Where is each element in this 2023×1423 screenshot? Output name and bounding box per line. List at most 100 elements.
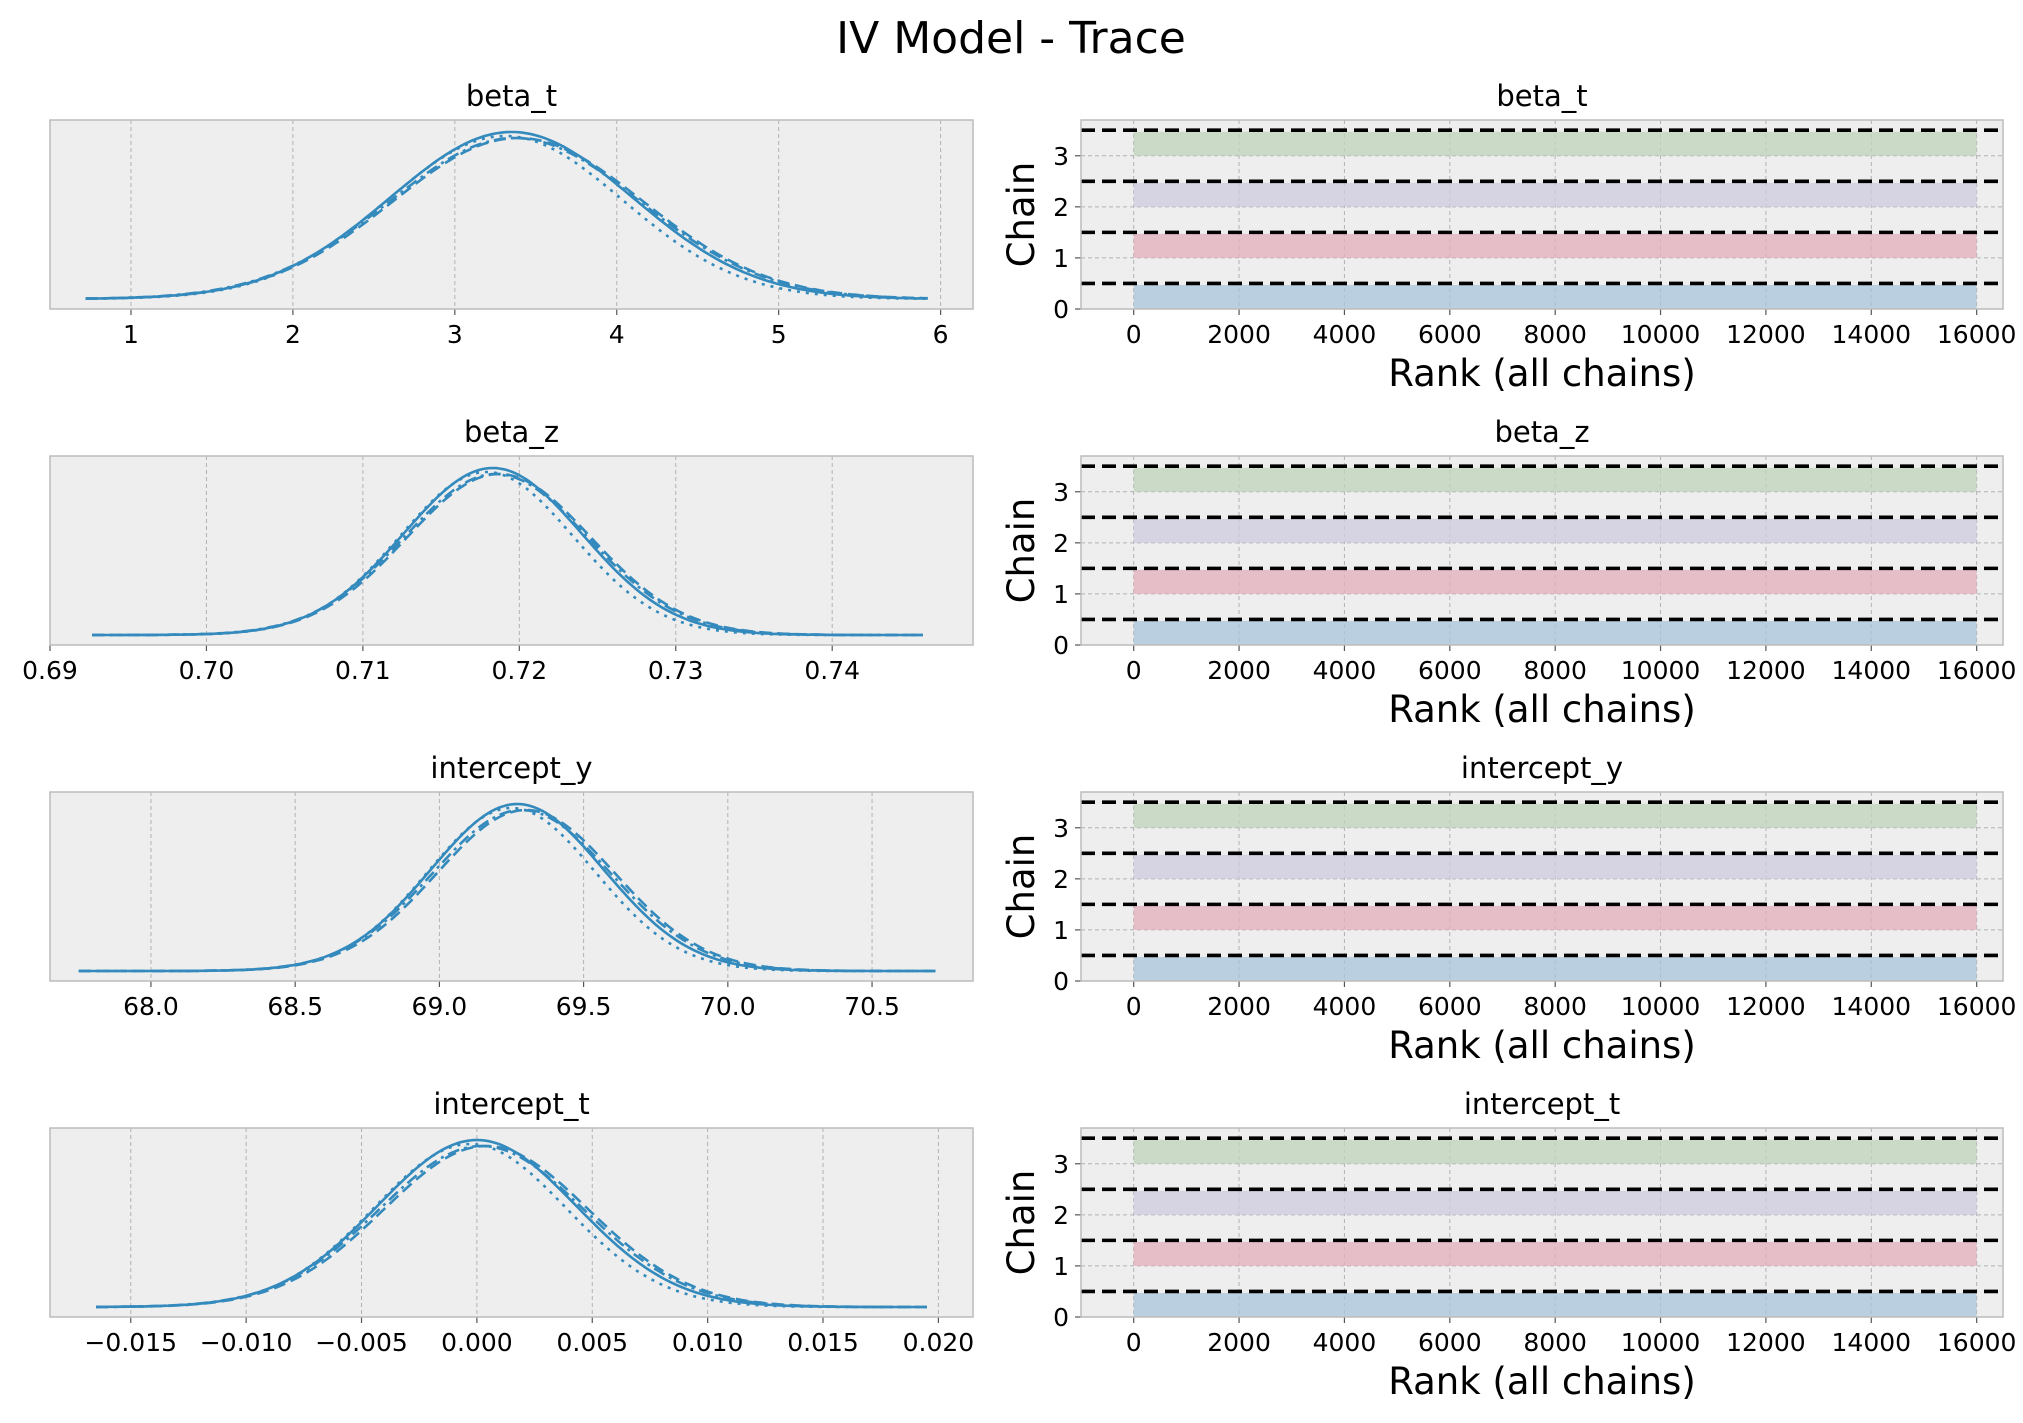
rank-panel-title: intercept_y bbox=[1461, 751, 1623, 785]
kde-xtick-label: 0.015 bbox=[787, 1328, 859, 1357]
rank-ytick-label: 3 bbox=[1053, 1150, 1069, 1179]
rank-xtick-label: 14000 bbox=[1832, 992, 1912, 1021]
rank-axes-frame bbox=[1080, 1127, 2004, 1318]
rank-xtick-label: 2000 bbox=[1207, 1328, 1271, 1357]
kde-axes-background bbox=[50, 120, 973, 309]
kde-axes-frame bbox=[49, 119, 974, 310]
rank-bar-chain bbox=[1133, 518, 1977, 543]
kde-axes-background bbox=[50, 792, 973, 981]
rank-yaxis-label: Chain bbox=[1000, 162, 1043, 268]
rank-xtick-label: 2000 bbox=[1207, 320, 1271, 349]
kde-panel: 0.69 0.70 0.71 0.72 0.73 0.74 beta_z bbox=[22, 415, 974, 685]
rank-ytick-label: 2 bbox=[1053, 193, 1069, 222]
kde-xtick-label: 0.010 bbox=[672, 1328, 744, 1357]
rank-xtick-label: 12000 bbox=[1726, 992, 1806, 1021]
kde-xtick-label: 0.69 bbox=[22, 656, 78, 685]
kde-xtick-label: 0.000 bbox=[441, 1328, 513, 1357]
rank-xtick-label: 6000 bbox=[1418, 320, 1482, 349]
rank-xtick-label: 6000 bbox=[1418, 992, 1482, 1021]
rank-xtick-label: 16000 bbox=[1937, 992, 2017, 1021]
kde-panel-title: beta_t bbox=[466, 79, 557, 113]
rank-panel: 0 2000 4000 6000 8000 10000 12000 14000 16000 0 1 2… bbox=[1000, 1087, 2016, 1403]
rank-xaxis-label: Rank (all chains) bbox=[1388, 1360, 1696, 1403]
rank-xtick-label: 16000 bbox=[1937, 1328, 2017, 1357]
rank-xtick-label: 16000 bbox=[1937, 656, 2017, 685]
rank-xtick-label: 12000 bbox=[1726, 1328, 1806, 1357]
kde-chain-line bbox=[85, 136, 928, 300]
kde-panel: −0.015 −0.010 −0.005 0.000 0.005 0.010 0.015 0.… bbox=[49, 1087, 974, 1357]
rank-bar-chain bbox=[1133, 956, 1977, 981]
rank-ytick-label: 3 bbox=[1053, 478, 1069, 507]
rank-ytick-label: 0 bbox=[1053, 967, 1069, 996]
kde-axes-frame bbox=[49, 1127, 974, 1318]
rank-xtick-label: 10000 bbox=[1621, 656, 1701, 685]
rank-xtick-label: 0 bbox=[1126, 992, 1142, 1021]
rank-bar-chain bbox=[1133, 1190, 1977, 1215]
rank-xtick-label: 4000 bbox=[1313, 992, 1377, 1021]
kde-xtick-label: 0.74 bbox=[804, 656, 860, 685]
rank-xtick-label: 16000 bbox=[1937, 320, 2017, 349]
rank-xtick-label: 8000 bbox=[1523, 1328, 1587, 1357]
rank-xaxis-label: Rank (all chains) bbox=[1388, 1024, 1696, 1067]
rank-xtick-label: 14000 bbox=[1832, 656, 1912, 685]
kde-xtick-label: 0.71 bbox=[335, 656, 391, 685]
kde-xtick-label: 68.5 bbox=[267, 992, 323, 1021]
rank-bar-chain bbox=[1133, 233, 1977, 258]
rank-xtick-label: 14000 bbox=[1832, 1328, 1912, 1357]
rank-panel: 0 2000 4000 6000 8000 10000 12000 14000 16000 0 1 2… bbox=[1000, 79, 2016, 395]
rank-bar-chain bbox=[1133, 1139, 1977, 1164]
rank-xtick-label: 0 bbox=[1126, 1328, 1142, 1357]
rank-ytick-label: 0 bbox=[1053, 1303, 1069, 1332]
rank-xaxis-label: Rank (all chains) bbox=[1388, 352, 1696, 395]
rank-xtick-label: 10000 bbox=[1621, 320, 1701, 349]
rank-xtick-label: 8000 bbox=[1523, 320, 1587, 349]
kde-chain-line bbox=[78, 808, 936, 973]
kde-xtick-label: 3 bbox=[447, 320, 463, 349]
rank-ytick-label: 3 bbox=[1053, 814, 1069, 843]
rank-panel: 0 2000 4000 6000 8000 10000 12000 14000 16000 0 1 2… bbox=[1000, 751, 2016, 1067]
rank-panel-title: beta_z bbox=[1494, 415, 1589, 449]
rank-bar-chain bbox=[1133, 182, 1977, 207]
rank-axes-frame bbox=[1080, 791, 2004, 982]
kde-chain-line bbox=[78, 806, 936, 973]
kde-xtick-label: 0.70 bbox=[179, 656, 235, 685]
rank-yaxis-label: Chain bbox=[1000, 498, 1043, 604]
kde-panel: 68.0 68.5 69.0 69.5 70.0 70.5 intercept_y bbox=[49, 751, 974, 1021]
rank-xtick-label: 10000 bbox=[1621, 992, 1701, 1021]
kde-xtick-label: −0.015 bbox=[84, 1328, 177, 1357]
rank-panel-title: intercept_t bbox=[1464, 1087, 1620, 1121]
kde-panel-title: beta_z bbox=[464, 415, 559, 449]
rank-ytick-label: 1 bbox=[1053, 580, 1069, 609]
rank-xaxis-label: Rank (all chains) bbox=[1388, 688, 1696, 731]
rank-xtick-label: 6000 bbox=[1418, 1328, 1482, 1357]
rank-xtick-label: 8000 bbox=[1523, 992, 1587, 1021]
rank-yaxis-label: Chain bbox=[1000, 834, 1043, 940]
kde-xtick-label: 2 bbox=[285, 320, 301, 349]
rank-bar-chain bbox=[1133, 569, 1977, 594]
rank-xtick-label: 4000 bbox=[1313, 320, 1377, 349]
rank-ytick-label: 1 bbox=[1053, 1252, 1069, 1281]
kde-panel-title: intercept_t bbox=[433, 1087, 589, 1121]
kde-chain-line bbox=[85, 130, 928, 300]
rank-xtick-label: 0 bbox=[1126, 320, 1142, 349]
rank-ytick-label: 1 bbox=[1053, 916, 1069, 945]
rank-bar-chain bbox=[1133, 1292, 1977, 1317]
rank-yaxis-label: Chain bbox=[1000, 1170, 1043, 1276]
kde-chain-line bbox=[92, 472, 923, 637]
rank-ytick-label: 1 bbox=[1053, 244, 1069, 273]
rank-xtick-label: 14000 bbox=[1832, 320, 1912, 349]
kde-axes-frame bbox=[49, 791, 974, 982]
kde-xtick-label: 1 bbox=[123, 320, 139, 349]
kde-chain-line bbox=[96, 1138, 927, 1309]
figure-title: IV Model - Trace bbox=[836, 13, 1186, 64]
kde-axes-background bbox=[50, 1128, 973, 1317]
kde-xtick-label: 69.5 bbox=[556, 992, 612, 1021]
rank-axes-frame bbox=[1080, 455, 2004, 646]
rank-bar-chain bbox=[1133, 131, 1977, 156]
rank-bar-chain bbox=[1133, 803, 1977, 828]
rank-bar-chain bbox=[1133, 284, 1977, 309]
rank-ytick-label: 0 bbox=[1053, 631, 1069, 660]
rank-axes-frame bbox=[1080, 119, 2004, 310]
